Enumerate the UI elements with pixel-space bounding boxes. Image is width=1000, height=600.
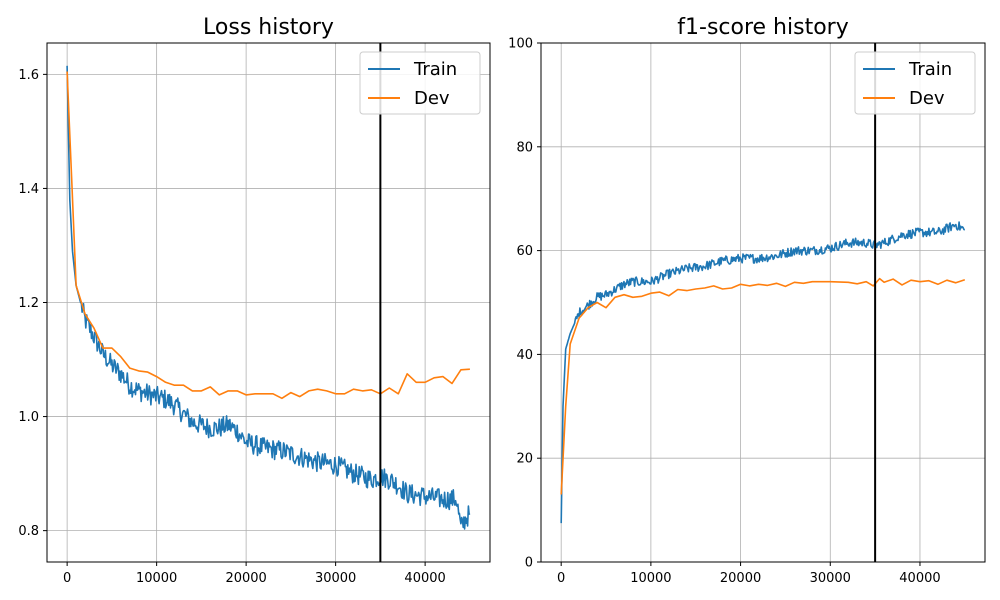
f1-score-history-chart: 0 10000 20000 30000 40000 0 20 40 60 80 100 f1-scor… (508, 15, 986, 586)
legend-label-dev: Dev (414, 88, 450, 109)
series-line-dev (66, 71, 470, 400)
legend-label-train: Train (413, 59, 457, 80)
x-tick-label: 30000 (810, 571, 851, 586)
x-tick-label: 30000 (315, 571, 356, 586)
loss-history-chart: 0 10000 20000 30000 40000 0.8 1.0 1.2 1.4 1.6 Loss… (18, 15, 491, 586)
y-tick-label: 40 (516, 348, 533, 363)
y-tick-label: 0 (525, 556, 533, 571)
legend: Train Dev (854, 51, 976, 115)
y-tick-label: 1.4 (18, 182, 39, 197)
x-tick-label: 20000 (225, 571, 266, 586)
x-tick-label: 40000 (899, 571, 940, 586)
y-tick-label: 60 (516, 244, 533, 259)
y-tick-label: 100 (508, 37, 533, 52)
axes-frame (540, 42, 986, 563)
x-tick-label: 10000 (630, 571, 671, 586)
y-tick-label: 80 (516, 140, 533, 155)
y-tick-label: 1.0 (18, 410, 39, 425)
y-tick-label: 20 (516, 452, 533, 467)
x-tick-label: 40000 (404, 571, 445, 586)
series-line-train (560, 221, 965, 524)
series-line-train (66, 65, 471, 530)
x-tick-label: 10000 (136, 571, 177, 586)
legend-label-train: Train (908, 59, 952, 80)
y-tick-label: 1.2 (18, 296, 39, 311)
x-tick-label: 0 (557, 571, 565, 586)
chart-title: Loss history (203, 15, 334, 40)
legend: Train Dev (359, 51, 481, 115)
x-tick-label: 20000 (720, 571, 761, 586)
series-line-dev (560, 277, 966, 495)
chart-title: f1-score history (677, 15, 848, 40)
x-tick-label: 0 (63, 571, 71, 586)
legend-label-dev: Dev (909, 88, 945, 109)
y-tick-label: 0.8 (18, 524, 39, 539)
y-tick-label: 1.6 (18, 68, 39, 83)
